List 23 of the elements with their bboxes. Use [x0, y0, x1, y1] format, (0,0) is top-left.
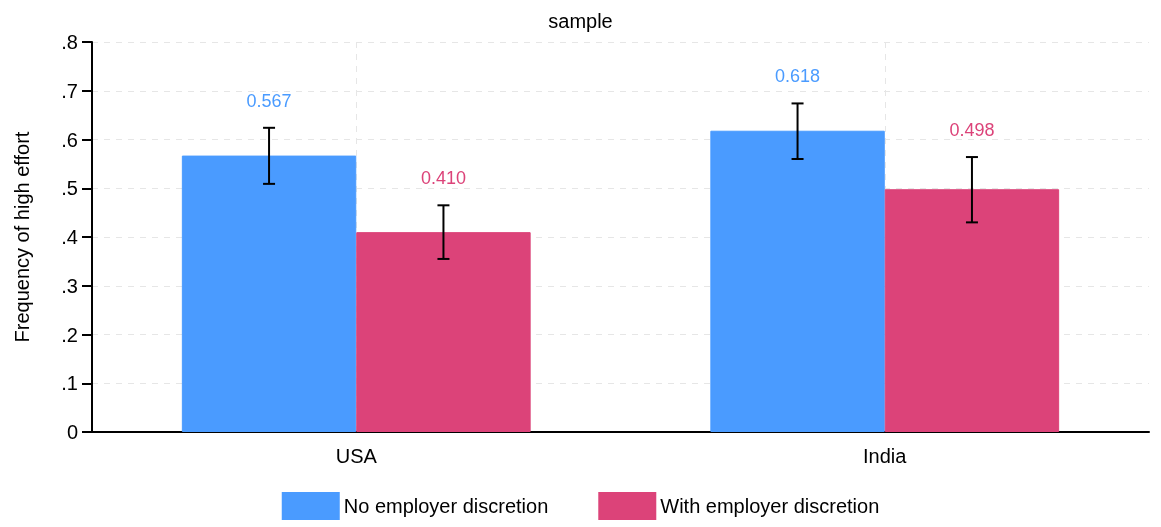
- data-label: 0.498: [949, 120, 995, 141]
- x-tick-label: USA: [335, 445, 378, 467]
- bar: [884, 189, 1060, 432]
- y-tick-label: .7: [61, 79, 78, 102]
- y-tick-label: 0: [66, 421, 78, 443]
- y-tick-label: .4: [61, 226, 78, 248]
- y-tick-label: .8: [61, 31, 78, 53]
- y-axis-title: Frequency of high effort: [11, 131, 33, 343]
- chart-title: sample: [548, 10, 613, 32]
- data-label: 0.567: [246, 90, 292, 111]
- legend-label: No employer discretion: [343, 495, 549, 517]
- y-tick-label: .3: [61, 274, 78, 297]
- y-tick-label: .5: [61, 177, 78, 200]
- y-tick-label: .6: [61, 128, 78, 151]
- data-label: 0.618: [775, 66, 821, 87]
- y-tick-label: .2: [61, 323, 78, 346]
- x-tick-label: India: [863, 445, 908, 467]
- data-label: 0.410: [420, 168, 466, 189]
- legend-label: With employer discretion: [660, 495, 880, 517]
- bar: [356, 232, 531, 432]
- y-tick-label: .1: [61, 372, 78, 395]
- bar: [181, 155, 357, 432]
- bar: [710, 130, 885, 432]
